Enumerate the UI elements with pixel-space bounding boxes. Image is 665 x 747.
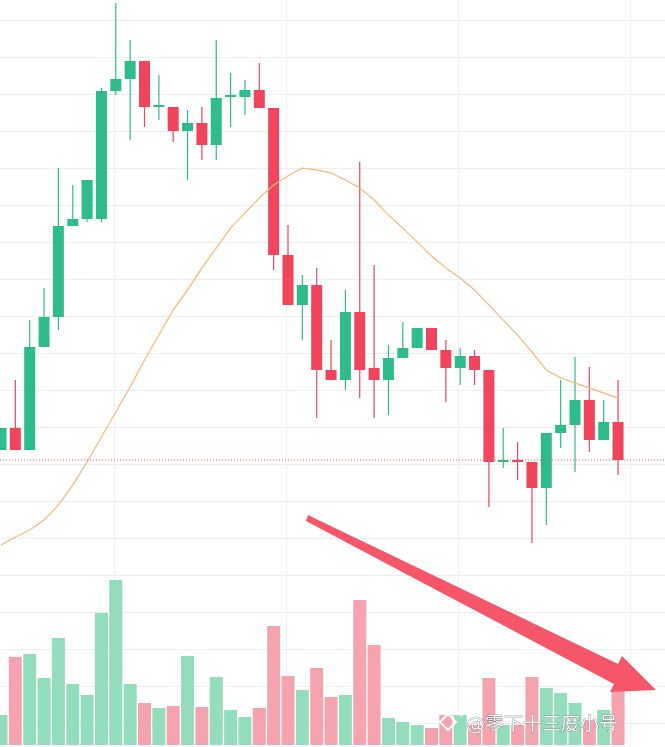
volume-bar xyxy=(310,668,324,745)
volume-bar xyxy=(367,645,381,745)
volume-bar xyxy=(611,690,625,745)
candle-body xyxy=(526,462,538,488)
volume-bar xyxy=(109,580,123,745)
candle-body xyxy=(512,460,524,462)
candle-body xyxy=(268,108,280,255)
volume-bar xyxy=(582,720,596,745)
volume-bar xyxy=(66,684,80,745)
candle-body xyxy=(483,370,495,462)
volume-bar xyxy=(138,703,151,745)
candle-body xyxy=(0,428,7,450)
volume-bar xyxy=(0,715,8,745)
candle-body xyxy=(325,370,337,380)
candle-body xyxy=(196,123,208,145)
volume-bar xyxy=(51,638,65,745)
candle-body xyxy=(583,400,595,440)
volume-bar xyxy=(525,677,539,745)
candle-body xyxy=(95,91,107,219)
candle-body xyxy=(239,90,251,97)
volume-bar xyxy=(597,710,611,745)
volume-bar xyxy=(37,678,51,745)
candle-body xyxy=(110,79,122,91)
candle-body xyxy=(9,428,21,450)
volume-bar xyxy=(181,656,195,745)
candle-body xyxy=(210,98,222,145)
volume-bar xyxy=(468,725,482,745)
volume-bar xyxy=(439,715,453,745)
candle-body xyxy=(81,180,93,219)
volume-bar xyxy=(381,718,395,745)
volume-bar xyxy=(539,688,553,745)
volume-bar xyxy=(238,717,252,745)
volume-bar xyxy=(511,725,525,745)
volume-bar xyxy=(267,626,281,745)
candle-body xyxy=(569,400,581,425)
volume-bar xyxy=(224,710,238,745)
candle-body xyxy=(426,328,437,350)
volume-bar xyxy=(324,697,338,745)
volume-bar xyxy=(152,708,166,745)
candle-body xyxy=(555,425,567,433)
candle-body xyxy=(282,255,294,305)
marks xyxy=(0,3,665,745)
volume-bar xyxy=(281,676,295,745)
volume-bar xyxy=(8,657,22,745)
volume-bar xyxy=(568,703,582,745)
candle-body xyxy=(497,460,509,462)
volume-bar xyxy=(453,715,467,745)
candle-body xyxy=(311,285,323,370)
volume-bar xyxy=(23,654,37,745)
candle-body xyxy=(598,422,610,440)
candle-body xyxy=(38,317,50,347)
volume-bar xyxy=(80,695,94,745)
volume-bar xyxy=(496,725,510,745)
candle-body xyxy=(153,105,165,107)
arrow xyxy=(306,515,656,692)
volume-bar xyxy=(410,725,424,745)
candle-body xyxy=(397,348,409,358)
candle-body xyxy=(454,356,466,368)
candle-body xyxy=(469,356,481,370)
candle-body xyxy=(182,123,194,131)
candle-body xyxy=(253,90,265,108)
candle-body xyxy=(339,312,351,380)
volume-bar xyxy=(94,613,108,745)
candle-body xyxy=(612,422,624,460)
candle-body xyxy=(167,107,179,131)
candle-body xyxy=(382,358,394,380)
candle-body xyxy=(67,219,79,226)
candle-body xyxy=(124,61,136,79)
volume-bar xyxy=(123,684,137,745)
candle-body xyxy=(354,312,366,370)
volume-bar xyxy=(396,722,410,745)
volume-bar xyxy=(209,677,223,745)
candle-body xyxy=(296,285,308,305)
volume-bar xyxy=(482,678,496,745)
volume-bar xyxy=(166,706,180,745)
candle-body xyxy=(368,368,380,380)
watermark-icon xyxy=(438,706,463,732)
candle-body xyxy=(139,61,150,107)
volume-bar xyxy=(338,695,352,745)
watermark: @零下十三度小号 xyxy=(466,713,618,735)
volume-bar xyxy=(252,708,266,745)
candle-body xyxy=(440,350,452,368)
volume-bar xyxy=(353,600,367,745)
moving-average-line xyxy=(0,167,619,546)
volume-bar xyxy=(195,707,209,745)
candle-body xyxy=(225,95,237,97)
volume-bar xyxy=(295,690,309,745)
candle-body xyxy=(52,226,64,317)
candle-body xyxy=(411,328,423,348)
candle-body xyxy=(24,347,36,450)
volume-bar xyxy=(554,693,568,745)
volume-bar xyxy=(425,728,438,745)
